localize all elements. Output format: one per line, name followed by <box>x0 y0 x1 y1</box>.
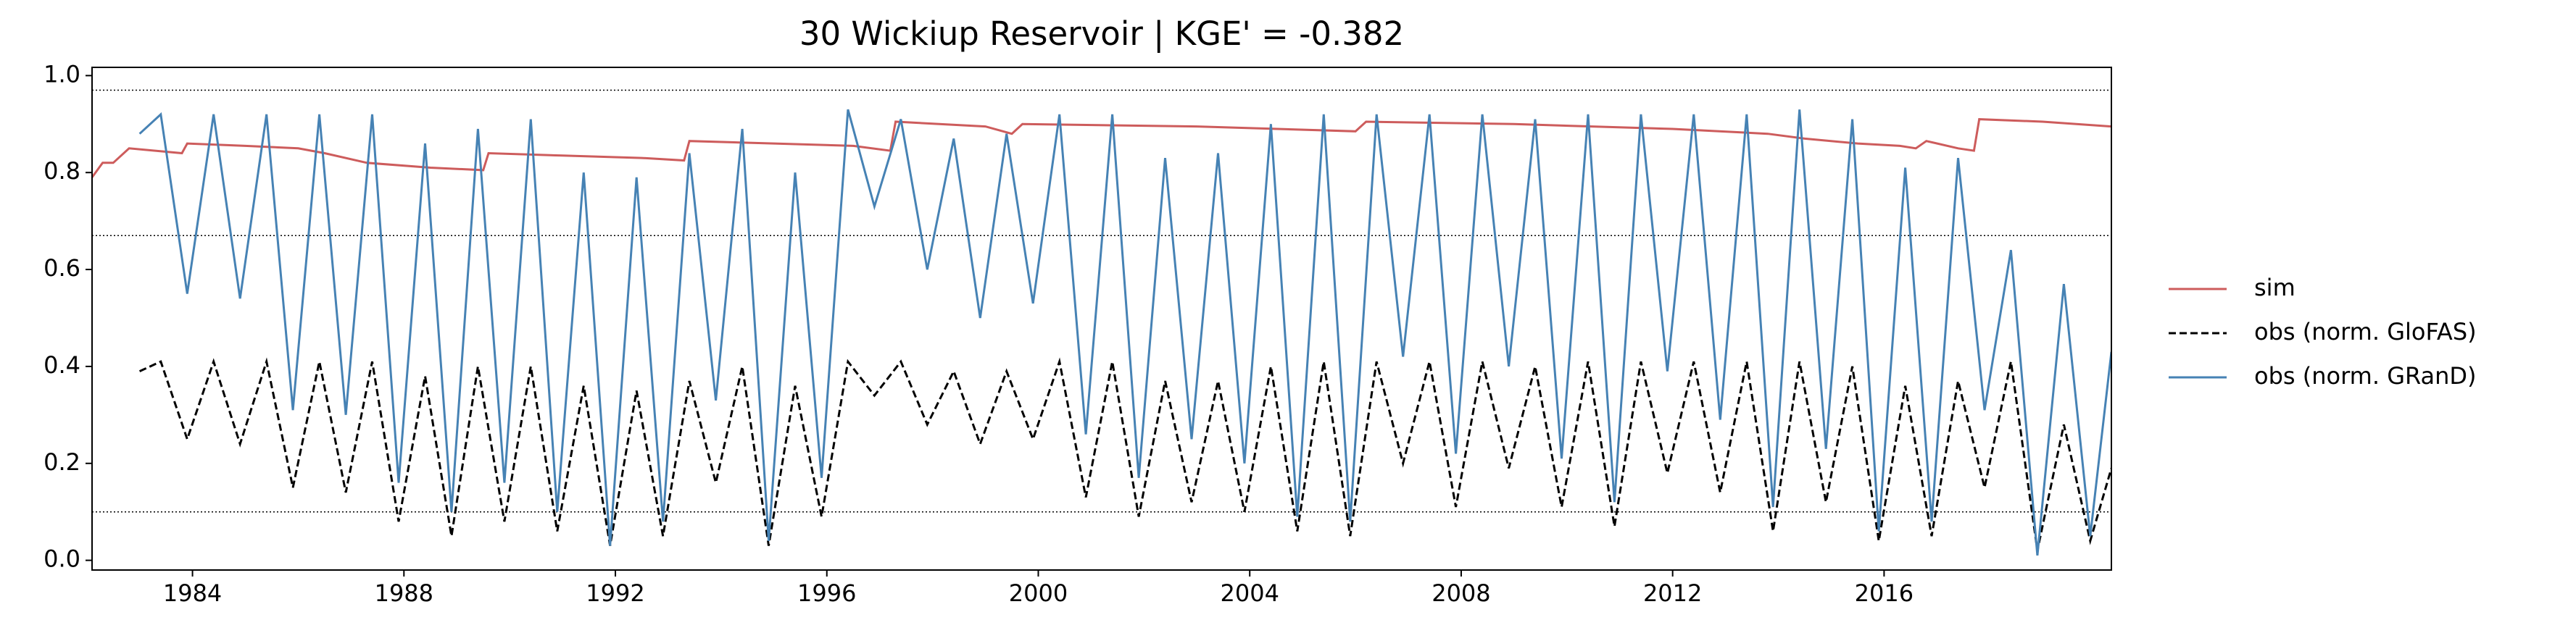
legend-label: obs (norm. GRanD) <box>2254 362 2477 390</box>
y-tick-label: 0.4 <box>43 351 80 379</box>
x-tick-label: 1984 <box>163 579 222 607</box>
legend-label: obs (norm. GloFAS) <box>2254 318 2477 345</box>
x-tick-label: 1992 <box>586 579 644 607</box>
plot-frame <box>91 67 2112 571</box>
x-tick-label: 2004 <box>1220 579 1279 607</box>
y-tick-label: 1.0 <box>43 60 80 88</box>
series-line <box>138 357 2111 551</box>
x-tick-label: 2012 <box>1643 579 1702 607</box>
x-tick-label: 2016 <box>1855 579 1914 607</box>
chart-title: 30 Wickiup Reservoir | KGE' = -0.382 <box>799 14 1404 53</box>
x-tick-label: 2000 <box>1009 579 1068 607</box>
y-tick-label: 0.6 <box>43 254 80 282</box>
series-line <box>138 109 2111 556</box>
x-tick-label: 1996 <box>797 579 856 607</box>
x-tick-label: 1988 <box>375 579 433 607</box>
y-tick-label: 0.0 <box>43 545 80 573</box>
y-tick-label: 0.8 <box>43 157 80 185</box>
y-tick-label: 0.2 <box>43 448 80 476</box>
legend-label: sim <box>2254 274 2295 301</box>
series-line <box>92 118 2111 178</box>
x-tick-label: 2008 <box>1432 579 1490 607</box>
